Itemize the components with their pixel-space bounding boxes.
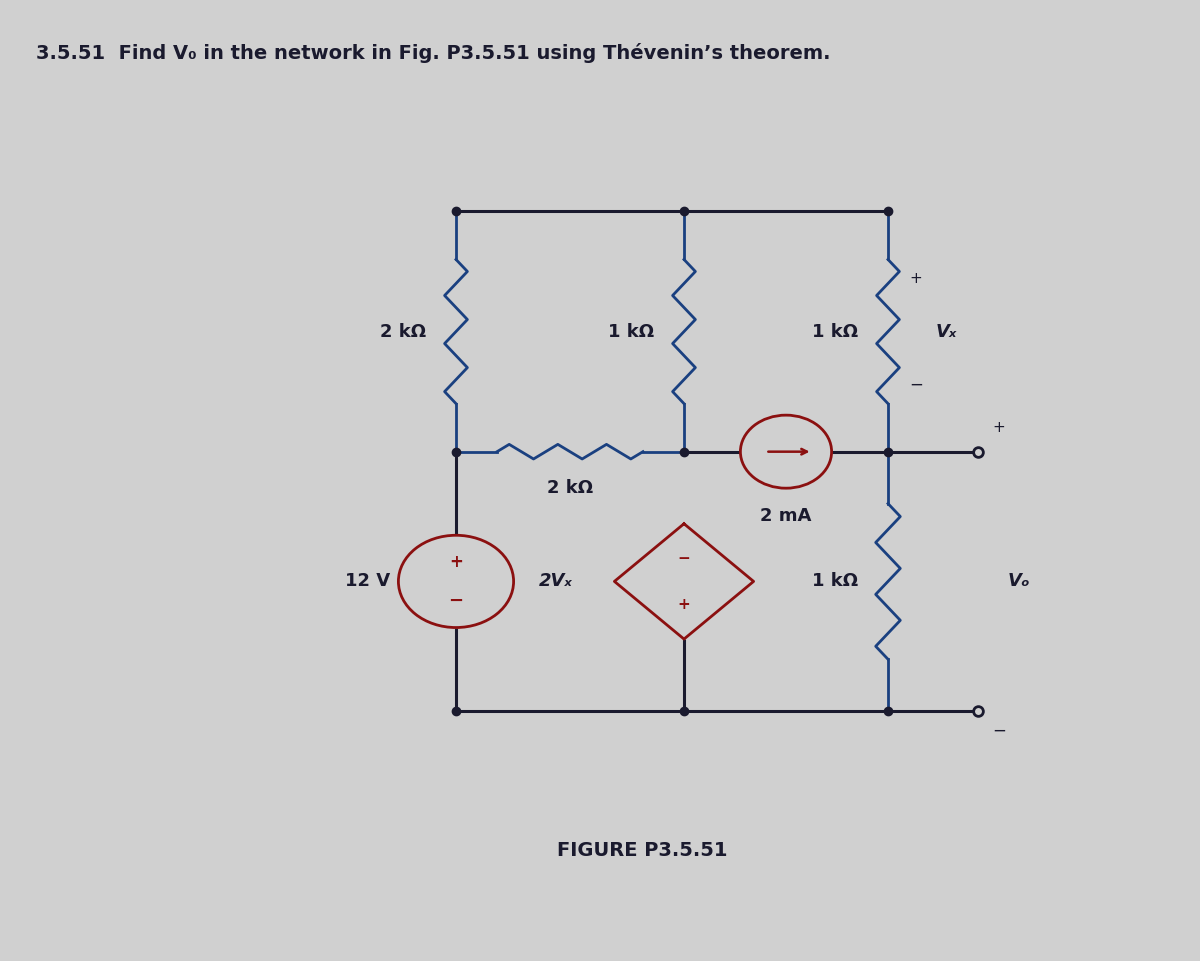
Text: 1 kΩ: 1 kΩ (608, 323, 654, 340)
Text: 2 mA: 2 mA (761, 507, 811, 526)
Text: 1 kΩ: 1 kΩ (812, 573, 858, 590)
Text: +: + (992, 420, 1006, 435)
Text: +: + (910, 271, 923, 286)
Text: 2 kΩ: 2 kΩ (380, 323, 426, 340)
Text: 2Vₓ: 2Vₓ (539, 573, 572, 590)
Text: Vₓ: Vₓ (936, 323, 958, 340)
Text: FIGURE P3.5.51: FIGURE P3.5.51 (557, 841, 727, 860)
Text: −: − (449, 592, 463, 610)
Text: 2 kΩ: 2 kΩ (547, 479, 593, 497)
Text: +: + (678, 597, 690, 612)
Text: 1 kΩ: 1 kΩ (812, 323, 858, 340)
Text: −: − (678, 551, 690, 566)
Text: 3.5.51  Find V₀ in the network in Fig. P3.5.51 using Thévenin’s theorem.: 3.5.51 Find V₀ in the network in Fig. P3… (36, 43, 830, 63)
Text: +: + (449, 553, 463, 571)
Text: −: − (992, 722, 1007, 739)
Text: Vₒ: Vₒ (1008, 573, 1031, 590)
Text: −: − (910, 376, 924, 393)
Text: 12 V: 12 V (344, 573, 390, 590)
